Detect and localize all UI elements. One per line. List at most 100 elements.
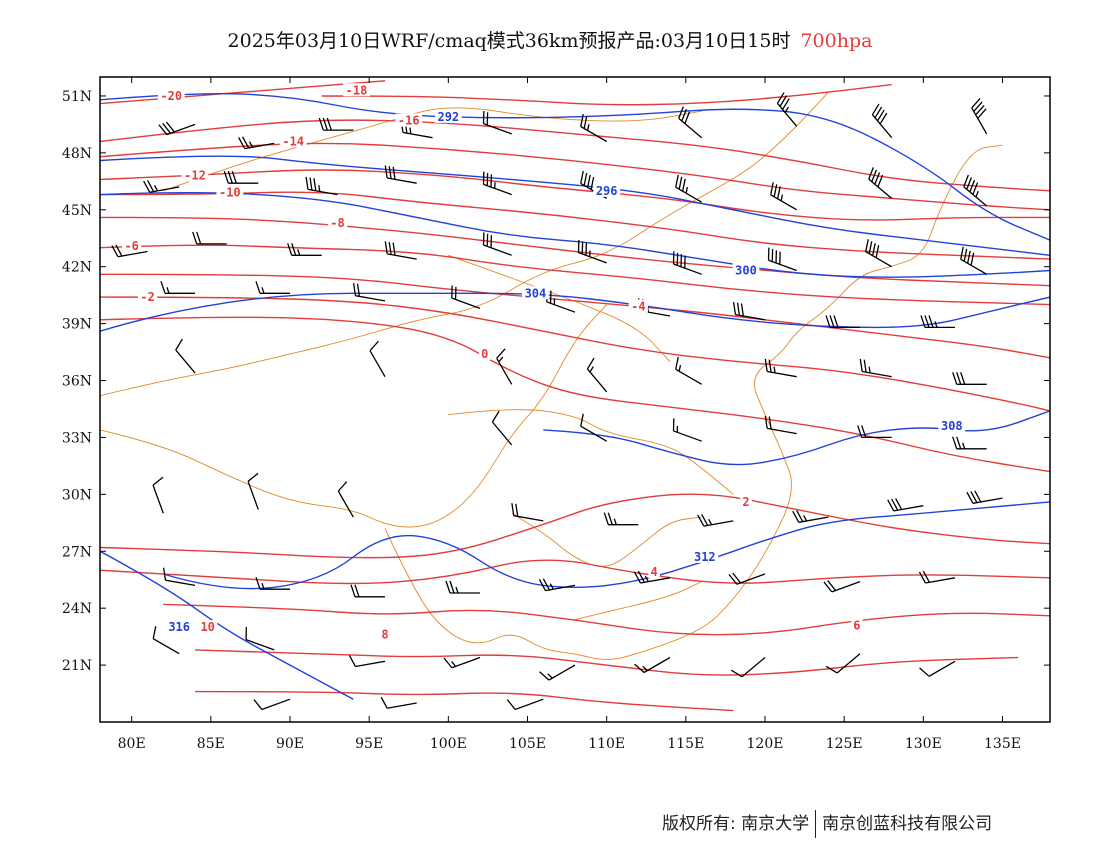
isotherm [194, 649, 1019, 676]
lon-tick-label: 85E [197, 736, 225, 752]
wind-barb [238, 136, 275, 150]
copyright-text: 版权所有: 南京大学 [662, 814, 810, 834]
wind-barb [697, 513, 734, 527]
wind-barb [175, 338, 196, 374]
lat-tick-label: 36N [62, 374, 92, 390]
wind-barb [152, 626, 180, 655]
boundary-line [448, 254, 671, 362]
isotherm-label-bg [327, 216, 348, 230]
isotherm-label-bg [279, 134, 307, 148]
isotherm [100, 244, 1050, 306]
isotherm-label: -20 [160, 89, 182, 103]
lon-tick-label: 115E [667, 736, 704, 752]
wind-barb [971, 98, 988, 135]
boundary-line [384, 144, 1003, 660]
wind-barb [577, 239, 607, 264]
wind-barb [952, 372, 987, 385]
wind-barb [823, 580, 861, 593]
isotherm [100, 119, 1050, 192]
wind-barb [223, 170, 259, 184]
wind-barb [538, 578, 576, 592]
lon-tick-label: 95E [355, 736, 383, 752]
wind-barb [318, 117, 354, 131]
wind-barb [143, 180, 180, 193]
isotherm-label: 8 [381, 628, 388, 642]
lon-tick-label: 110E [588, 736, 625, 752]
isotherm-label-bg [379, 627, 391, 641]
wind-barb [672, 418, 702, 442]
wind-barb [732, 301, 766, 321]
wind-barb [586, 357, 608, 393]
height-contour-label: 316 [168, 620, 190, 634]
wind-barb [158, 121, 196, 136]
height-contour-label: 308 [941, 419, 963, 433]
isotherm-label: 6 [853, 618, 860, 632]
height-contour-label: 296 [596, 184, 618, 198]
map-frame [99, 76, 1051, 723]
boundary-line [511, 512, 702, 567]
wind-barb [369, 340, 386, 378]
company-text: 南京创蓝科技有限公司 [822, 814, 993, 834]
wind-barb [764, 415, 797, 435]
isotherm-label: -4 [631, 300, 645, 314]
lon-tick-label: 120E [747, 736, 784, 752]
height-contour-label: 292 [437, 110, 459, 124]
isotherm-label-bg [628, 299, 648, 313]
wind-barbs [111, 92, 1003, 711]
wind-barb [865, 239, 893, 268]
wind-barb [443, 656, 481, 669]
height-contour-label-bg [165, 620, 193, 634]
boundaries-layer [100, 91, 1003, 660]
isotherm-label: -2 [140, 290, 154, 304]
isotherm-label: 4 [651, 565, 658, 579]
wind-barb [792, 510, 829, 523]
lat-tick-label: 21N [62, 658, 92, 674]
wind-barb [825, 653, 861, 674]
wind-barb [247, 472, 259, 510]
wind-barb [633, 570, 671, 584]
lat-tick-label: 51N [62, 89, 92, 105]
footer: 版权所有: 南京大学 南京创蓝科技有限公司 [662, 809, 992, 838]
wind-barb [350, 584, 385, 598]
wind-barb [868, 167, 893, 199]
height-contour [100, 550, 354, 700]
boundary-line [448, 409, 734, 495]
boundary-line [574, 581, 702, 621]
isotherm-label-bg [157, 88, 185, 102]
wind-barb [482, 110, 512, 135]
isotherm [163, 603, 1050, 636]
isotherm [100, 493, 1050, 559]
isotherm-label: -6 [124, 239, 138, 253]
height-contour [100, 192, 1050, 278]
wind-barb [255, 281, 290, 294]
temperature-contours [100, 80, 1050, 712]
lon-tick-label: 100E [430, 736, 467, 752]
isotherm-label-bg [198, 620, 218, 634]
boundary-line [100, 91, 829, 397]
wind-barb [728, 572, 766, 585]
isotherm-label-bg [851, 618, 863, 632]
wind-barb [506, 698, 544, 711]
wind-barb [920, 315, 955, 329]
isotherm-label-bg [137, 290, 158, 304]
lat-tick-label: 27N [62, 544, 92, 560]
wind-barb [966, 490, 1003, 504]
lon-tick-label: 125E [826, 736, 863, 752]
wind-barb [580, 113, 608, 143]
height-contour-label-bg [522, 286, 549, 300]
wind-barb [963, 174, 988, 207]
height-contour-label: 300 [735, 264, 757, 278]
lat-tick-label: 48N [62, 146, 92, 162]
wind-barb [152, 476, 164, 514]
chart-title: 2025年03月10日WRF/cmaq模式36km预报产品:03月10日15时 7… [0, 26, 1100, 53]
isotherm-label: 10 [200, 620, 214, 634]
height-contour-label-bg [691, 549, 719, 563]
height-contour-label-bg [593, 183, 621, 197]
wind-barb [675, 356, 703, 385]
isotherm-label: -16 [398, 114, 420, 128]
lon-tick-label: 105E [509, 736, 546, 752]
lat-tick-label: 45N [62, 203, 92, 219]
height-contour [163, 501, 1050, 590]
isotherm-label: 0 [481, 347, 488, 361]
